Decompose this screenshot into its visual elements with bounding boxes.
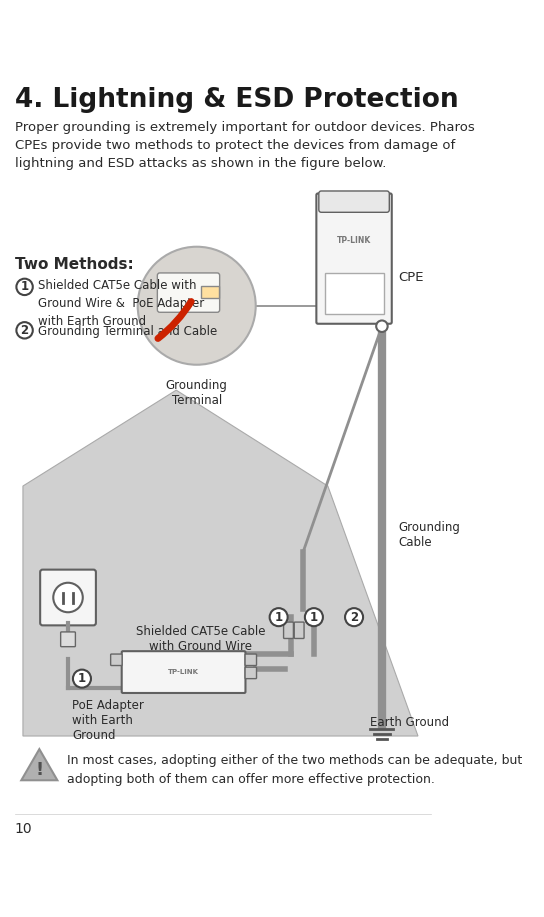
FancyBboxPatch shape [319,191,390,213]
FancyBboxPatch shape [294,622,304,638]
FancyBboxPatch shape [122,651,245,693]
Text: TP-LINK: TP-LINK [168,669,199,675]
Text: Shielded CAT5e Cable with
Ground Wire &  PoE Adapter
with Earth Ground: Shielded CAT5e Cable with Ground Wire & … [38,279,204,327]
FancyBboxPatch shape [317,193,392,324]
Circle shape [270,608,288,626]
Text: Grounding
Cable: Grounding Cable [398,521,460,549]
FancyBboxPatch shape [283,622,293,638]
Polygon shape [21,749,57,780]
FancyBboxPatch shape [245,668,257,679]
Text: !: ! [35,761,44,779]
Polygon shape [23,390,418,736]
Text: 1: 1 [310,611,318,624]
Circle shape [376,320,388,332]
FancyBboxPatch shape [157,273,220,313]
Circle shape [16,322,33,338]
Text: Earth Ground: Earth Ground [369,715,449,728]
Circle shape [138,247,256,365]
Text: 2: 2 [21,324,29,337]
Circle shape [305,608,323,626]
Circle shape [73,669,91,688]
Text: 1: 1 [275,611,283,624]
Text: Grounding Terminal and Cable: Grounding Terminal and Cable [38,325,217,337]
Text: Proper grounding is extremely important for outdoor devices. Pharos
CPEs provide: Proper grounding is extremely important … [15,121,474,171]
Circle shape [16,279,33,295]
Text: PoE Adapter
with Earth
Ground: PoE Adapter with Earth Ground [72,699,144,742]
Text: 4. Lightning & ESD Protection: 4. Lightning & ESD Protection [15,87,459,113]
Text: 1: 1 [78,672,86,685]
Circle shape [345,608,363,626]
FancyBboxPatch shape [110,654,122,666]
FancyBboxPatch shape [40,569,96,625]
FancyBboxPatch shape [201,286,219,297]
Text: 1: 1 [21,281,29,293]
Text: CPE: CPE [398,271,424,283]
Text: 10: 10 [15,822,33,836]
Text: Grounding
Terminal: Grounding Terminal [166,380,227,407]
FancyBboxPatch shape [245,654,257,666]
Text: Two Methods:: Two Methods: [15,257,133,271]
Circle shape [53,582,83,613]
Text: Shielded CAT5e Cable
with Ground Wire: Shielded CAT5e Cable with Ground Wire [136,625,265,654]
Text: TP-LINK: TP-LINK [337,236,371,245]
FancyBboxPatch shape [325,273,384,314]
Text: 2: 2 [350,611,358,624]
Text: In most cases, adopting either of the two methods can be adequate, but
adopting : In most cases, adopting either of the tw… [67,754,522,786]
FancyBboxPatch shape [60,632,76,646]
